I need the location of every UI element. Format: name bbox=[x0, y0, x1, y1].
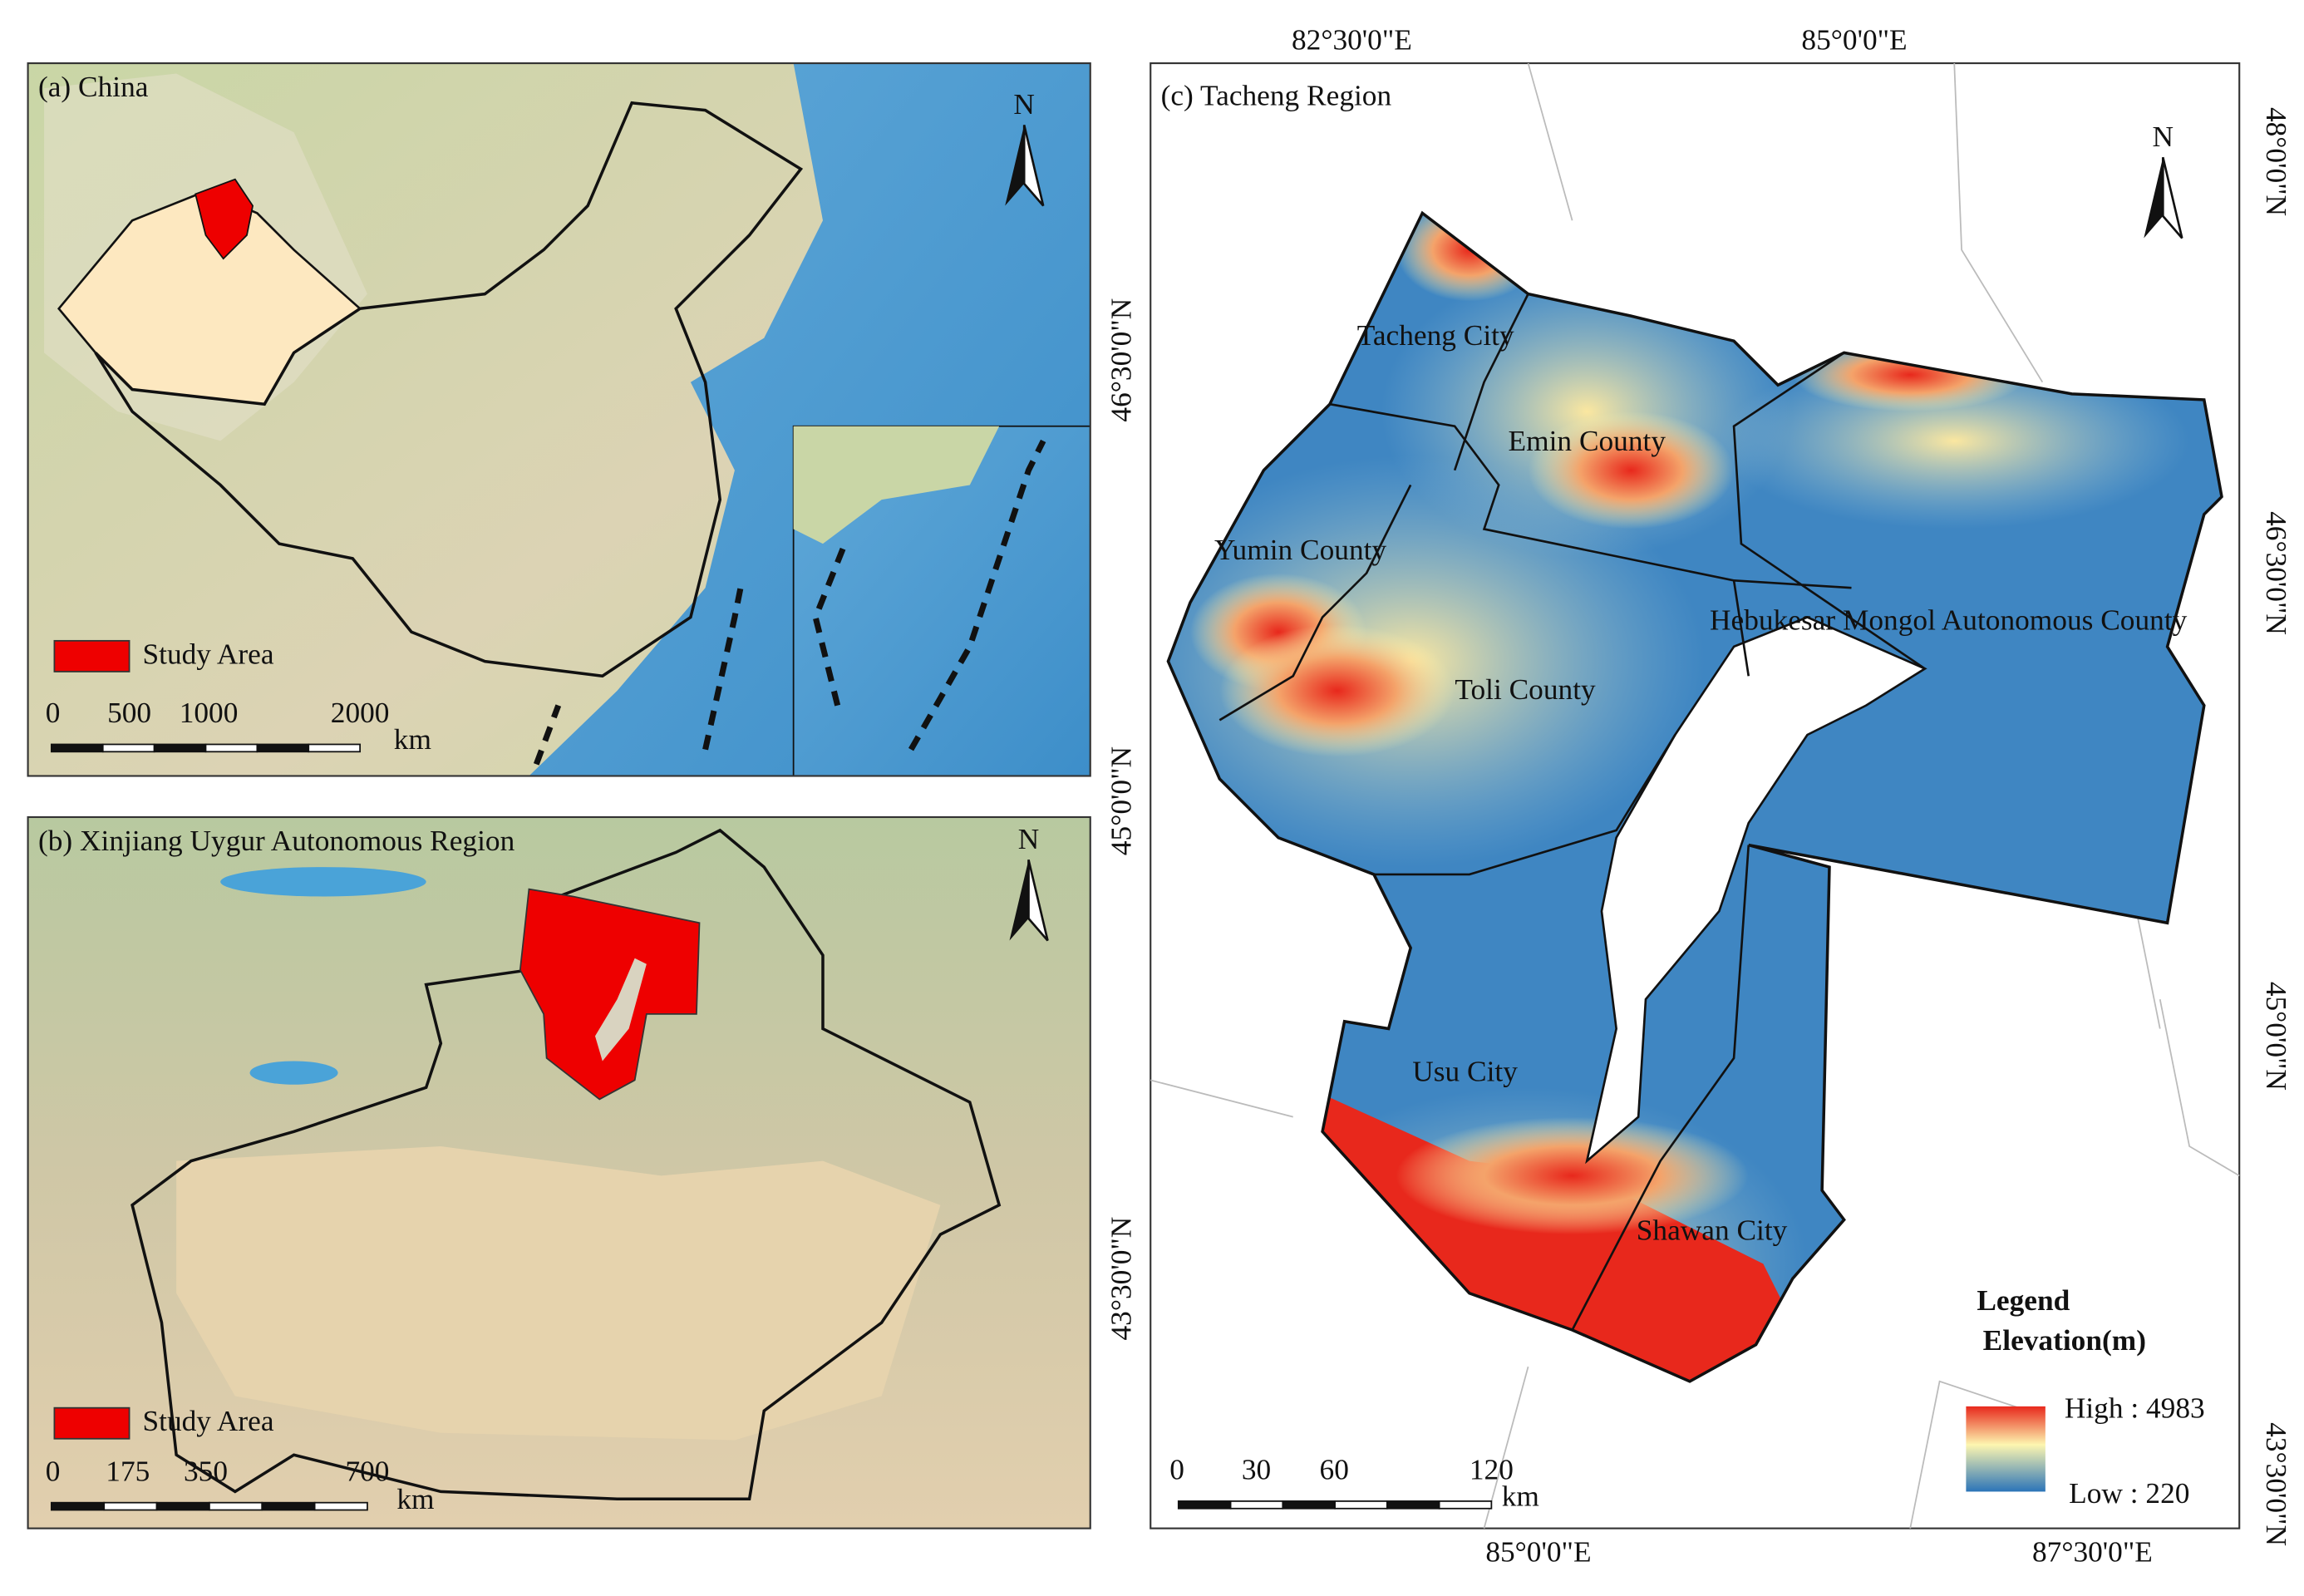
region-label: Emin County bbox=[1509, 424, 1666, 457]
elevation-high bbox=[1528, 411, 1735, 530]
dashed-line bbox=[812, 439, 1046, 751]
lake bbox=[1585, 616, 1927, 1165]
scale-label: 175 bbox=[106, 1454, 150, 1487]
region-label: Tacheng City bbox=[1357, 318, 1514, 352]
north-label: N bbox=[2153, 120, 2174, 153]
north-arrow bbox=[1022, 125, 1045, 207]
scale-bar bbox=[50, 1501, 106, 1511]
latitude-label: 45°0'0"N bbox=[1105, 746, 1138, 855]
panel-title: (a) China bbox=[38, 70, 149, 103]
scale-bar bbox=[153, 743, 207, 753]
longitude-label: 85°0'0"E bbox=[1801, 22, 1907, 56]
scale-unit: km bbox=[396, 1482, 434, 1515]
north-arrow bbox=[2161, 156, 2183, 239]
scale-bar bbox=[50, 743, 104, 753]
region-label: Toli County bbox=[1455, 672, 1596, 706]
elevation-high bbox=[1219, 624, 1455, 757]
region-outline bbox=[1166, 210, 2223, 1383]
panel-a bbox=[27, 63, 1090, 776]
scale-bar bbox=[1282, 1500, 1336, 1510]
legend-subtitle: Elevation(m) bbox=[1983, 1323, 2146, 1357]
china-border bbox=[94, 101, 804, 678]
latitude-label: 45°0'0"N bbox=[2260, 982, 2293, 1091]
scale-label: 0 bbox=[46, 1454, 61, 1487]
legend-swatch bbox=[53, 1406, 130, 1440]
panel-title: (c) Tacheng Region bbox=[1161, 79, 1392, 112]
dashed-line bbox=[533, 579, 746, 766]
elevation-high bbox=[1396, 1116, 1749, 1235]
scale-unit: km bbox=[1502, 1479, 1539, 1512]
panel-a-frame bbox=[27, 62, 1091, 777]
elevation-ramp bbox=[1966, 1406, 2046, 1492]
north-arrow bbox=[1027, 859, 1049, 942]
scale-label: 0 bbox=[46, 696, 61, 729]
panel-b bbox=[27, 816, 1090, 1529]
latitude-label: 46°30'0"N bbox=[2260, 511, 2293, 635]
region-label: Shawan City bbox=[1637, 1213, 1788, 1246]
xinjiang-border bbox=[130, 828, 1002, 1501]
longitude-label: 85°0'0"E bbox=[1485, 1535, 1591, 1569]
scale-bar bbox=[103, 1501, 158, 1511]
panel-b-frame bbox=[27, 815, 1091, 1530]
scale-bar bbox=[313, 1501, 368, 1511]
scale-label: 1000 bbox=[180, 696, 239, 729]
legend-label: Study Area bbox=[142, 1404, 273, 1437]
region-label: Usu City bbox=[1412, 1054, 1518, 1087]
scale-label: 2000 bbox=[331, 696, 390, 729]
scale-bar bbox=[308, 743, 362, 753]
longitude-label: 82°30'0"E bbox=[1292, 22, 1412, 56]
scale-bar bbox=[1229, 1500, 1284, 1510]
panel-title: (b) Xinjiang Uygur Autonomous Region bbox=[38, 824, 515, 857]
scale-bar bbox=[1438, 1500, 1493, 1510]
scale-label: 60 bbox=[1320, 1453, 1349, 1486]
region-label: Yumin County bbox=[1214, 533, 1387, 566]
boundary-line bbox=[1150, 62, 2240, 1529]
legend-title: Legend bbox=[1977, 1283, 2070, 1317]
latitude-label: 48°0'0"N bbox=[2260, 107, 2293, 216]
scale-label: 500 bbox=[107, 696, 151, 729]
scale-bar bbox=[155, 1501, 210, 1511]
panel-c bbox=[1150, 62, 2241, 1530]
north-label: N bbox=[1013, 87, 1035, 121]
scale-bar bbox=[256, 743, 310, 753]
study-area bbox=[194, 178, 254, 260]
scale-bar bbox=[1386, 1500, 1440, 1510]
scale-label: 120 bbox=[1470, 1453, 1514, 1486]
latitude-label: 46°30'0"N bbox=[1105, 298, 1138, 422]
county-border bbox=[1218, 293, 1926, 1331]
scale-label: 350 bbox=[184, 1454, 228, 1487]
scale-bar bbox=[204, 743, 258, 753]
lake bbox=[220, 867, 426, 897]
legend-label: Study Area bbox=[142, 637, 273, 670]
scale-bar bbox=[1177, 1500, 1232, 1510]
longitude-label: 87°30'0"E bbox=[2032, 1535, 2153, 1569]
region-label: Hebukesar Mongol Autonomous County bbox=[1710, 603, 2188, 637]
scale-unit: km bbox=[394, 722, 431, 756]
inset-land bbox=[793, 426, 1000, 544]
legend-low: Low : 220 bbox=[2069, 1476, 2189, 1510]
lake bbox=[249, 1061, 338, 1085]
scale-bar bbox=[261, 1501, 316, 1511]
scale-label: 30 bbox=[1242, 1453, 1271, 1486]
latitude-label: 43°30'0"N bbox=[2260, 1422, 2293, 1546]
legend-swatch bbox=[53, 639, 130, 672]
scale-bar bbox=[1334, 1500, 1388, 1510]
desert bbox=[176, 1145, 941, 1441]
north-label: N bbox=[1018, 822, 1040, 855]
lake bbox=[594, 958, 647, 1062]
legend-high: High : 4983 bbox=[2065, 1391, 2205, 1424]
scale-label: 700 bbox=[345, 1454, 389, 1487]
scale-label: 0 bbox=[1169, 1453, 1184, 1486]
study-area bbox=[519, 888, 701, 1101]
latitude-label: 43°30'0"N bbox=[1105, 1217, 1138, 1341]
scale-bar bbox=[209, 1501, 263, 1511]
scale-bar bbox=[101, 743, 155, 753]
